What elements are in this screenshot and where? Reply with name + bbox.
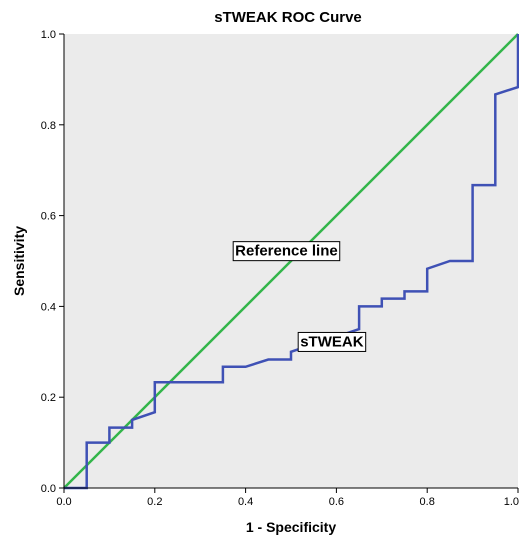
y-tick-label: 0.4 bbox=[41, 301, 56, 313]
x-tick-label: 0.6 bbox=[329, 496, 344, 508]
y-tick-label: 0.2 bbox=[41, 392, 56, 404]
annotation-reference-line: Reference line bbox=[232, 241, 341, 262]
y-tick-label: 1.0 bbox=[41, 29, 56, 41]
x-tick-label: 0.8 bbox=[420, 496, 435, 508]
annotation-label: sTWEAK bbox=[300, 333, 364, 350]
annotations-layer: Reference line sTWEAK bbox=[232, 241, 367, 352]
y-axis-label: Sensitivity bbox=[11, 226, 27, 296]
y-tick-label: 0.6 bbox=[41, 211, 56, 223]
annotation-box bbox=[232, 241, 341, 262]
axes-layer: 0.0 0.2 0.4 0.6 0.8 1.0 0.0 0.2 0.4 0.6 0.8 1.0 bbox=[41, 29, 519, 508]
annotation-label: Reference line bbox=[235, 243, 338, 260]
x-tick-label: 0.4 bbox=[238, 496, 253, 508]
x-tick-label: 1.0 bbox=[504, 496, 519, 508]
x-tick-label: 0.0 bbox=[56, 496, 71, 508]
y-tick-label: 0.8 bbox=[41, 120, 56, 132]
chart-title: sTWEAK ROC Curve bbox=[214, 9, 362, 26]
x-axis-label: 1 - Specificity bbox=[246, 519, 336, 535]
y-tick-label: 0.0 bbox=[41, 483, 56, 495]
x-tick-label: 0.2 bbox=[147, 496, 162, 508]
annotation-box bbox=[297, 331, 367, 352]
annotation-stweak: sTWEAK bbox=[297, 331, 367, 352]
